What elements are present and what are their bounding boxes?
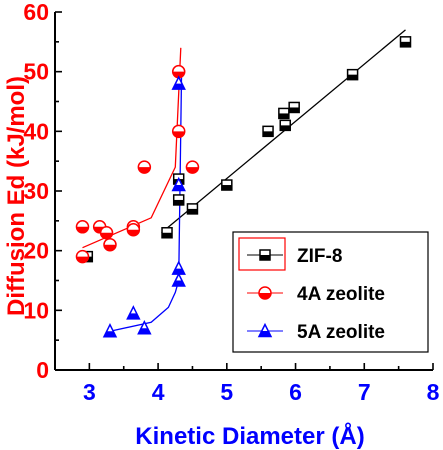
marker-fill bbox=[260, 255, 270, 260]
point-1-10 bbox=[185, 160, 200, 174]
fit-line-0 bbox=[161, 29, 406, 234]
fit-line-1 bbox=[82, 47, 182, 249]
marker-fill bbox=[127, 229, 140, 236]
x-tick-label: 6 bbox=[289, 379, 302, 405]
point-2-1 bbox=[126, 305, 141, 320]
point-0-4 bbox=[186, 203, 199, 215]
fit-line-2 bbox=[109, 77, 183, 332]
y-axis-title: Diffusion Ed (kJ/mol) bbox=[3, 76, 30, 316]
marker-fill bbox=[186, 167, 199, 174]
x-tick-label: 7 bbox=[358, 379, 371, 405]
marker-fill bbox=[278, 113, 289, 119]
axes: 0 10 20 30 40 50 60 3 4 5 6 7 8 bbox=[23, 0, 439, 405]
legend-label-1: 4A zeolite bbox=[297, 284, 385, 305]
marker-fill bbox=[76, 226, 89, 233]
marker-fill bbox=[280, 125, 291, 131]
marker-fill bbox=[100, 232, 113, 239]
marker-fill bbox=[103, 331, 116, 337]
point-1-8 bbox=[171, 64, 186, 79]
point-0-7 bbox=[278, 107, 290, 120]
marker-fill bbox=[162, 232, 173, 238]
legend-marker-2 bbox=[257, 322, 273, 338]
point-1-9 bbox=[171, 124, 186, 139]
marker-fill bbox=[259, 293, 271, 299]
marker-fill bbox=[76, 256, 89, 263]
point-0-5 bbox=[221, 179, 233, 191]
point-1-7 bbox=[137, 160, 152, 174]
point-0-1 bbox=[161, 227, 173, 239]
point-0-11 bbox=[399, 36, 412, 48]
point-2-4 bbox=[171, 176, 186, 192]
point-1-4 bbox=[103, 237, 117, 252]
x-tick-label: 3 bbox=[83, 379, 96, 405]
legend: ZIF-8 4A zeolite 5A zeolite bbox=[232, 231, 429, 353]
point-1-6 bbox=[126, 223, 141, 237]
marker-fill bbox=[173, 199, 184, 205]
marker-fill bbox=[127, 313, 140, 319]
x-tick-label: 4 bbox=[152, 379, 165, 405]
point-1-1 bbox=[75, 249, 90, 264]
legend-marker-1 bbox=[258, 286, 272, 300]
point-1-3 bbox=[99, 226, 114, 240]
y-tick-label: 50 bbox=[23, 59, 49, 85]
marker-fill bbox=[138, 328, 151, 334]
marker-fill bbox=[289, 107, 300, 113]
legend-marker-0 bbox=[259, 249, 271, 261]
marker-fill bbox=[187, 208, 198, 214]
marker-fill bbox=[172, 185, 185, 191]
point-0-3 bbox=[172, 194, 185, 206]
x-tick-label: 8 bbox=[427, 379, 440, 405]
point-2-2 bbox=[137, 320, 152, 335]
point-2-3 bbox=[171, 75, 186, 90]
y-tick-label: 60 bbox=[23, 0, 49, 25]
legend-label-2: 5A zeolite bbox=[297, 322, 385, 343]
x-axis-title: Kinetic Diameter (Å) bbox=[135, 422, 364, 450]
point-2-6 bbox=[171, 272, 186, 287]
marker-fill bbox=[172, 83, 185, 90]
y-tick-label: 20 bbox=[23, 238, 49, 264]
point-0-6 bbox=[262, 125, 274, 138]
data-points bbox=[75, 36, 412, 338]
marker-fill bbox=[172, 280, 185, 286]
y-tick-label: 0 bbox=[36, 357, 49, 383]
marker-fill bbox=[263, 131, 274, 137]
marker-fill bbox=[221, 185, 232, 191]
marker-fill bbox=[103, 244, 116, 251]
marker-fill bbox=[138, 167, 151, 174]
point-0-9 bbox=[288, 101, 300, 114]
marker-fill bbox=[347, 74, 358, 80]
marker-fill bbox=[172, 131, 185, 138]
marker-fill bbox=[400, 41, 411, 47]
legend-label-0: ZIF-8 bbox=[297, 246, 342, 267]
point-1-0 bbox=[75, 220, 90, 234]
marker-fill bbox=[172, 71, 185, 78]
marker-fill bbox=[172, 268, 185, 275]
point-2-0 bbox=[102, 323, 118, 338]
x-tick-label: 5 bbox=[220, 379, 233, 405]
legend-highlight-box bbox=[238, 237, 286, 271]
point-0-8 bbox=[279, 119, 291, 132]
y-tick-label: 40 bbox=[23, 118, 49, 144]
point-0-10 bbox=[346, 68, 359, 81]
y-tick-label: 10 bbox=[23, 297, 49, 323]
y-tick-label: 30 bbox=[23, 178, 49, 204]
marker-fill bbox=[259, 331, 271, 337]
point-2-5 bbox=[171, 260, 186, 275]
